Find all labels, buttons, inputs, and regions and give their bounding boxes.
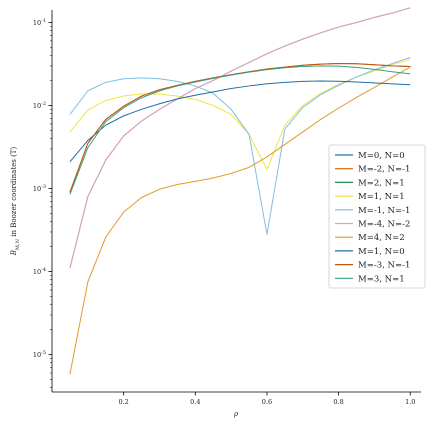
legend-box	[328, 144, 426, 289]
y-tick-label-exponent: -1	[41, 18, 46, 24]
legend-label: M=-3, N=-1	[358, 261, 410, 271]
series-line-5	[69, 7, 411, 269]
legend-label: M=2, N=1	[358, 178, 405, 188]
y-tick-label-exponent: -2	[41, 101, 46, 107]
x-tick-label: 0.8	[333, 398, 343, 406]
x-ticks: 0.2 0.4 0.6 0.8 1.0	[118, 392, 415, 406]
y-tick-label: 10-3	[33, 184, 46, 193]
y-tick-label-base: 10	[33, 268, 41, 276]
legend-label: M=3, N=1	[358, 274, 405, 284]
x-tick-label: 1.0	[405, 398, 415, 406]
legend-label: M=1, N=0	[358, 247, 405, 257]
legend-label: M=-4, N=-2	[358, 220, 410, 230]
x-tick-label: 0.2	[118, 398, 128, 406]
legend-label: M=-2, N=-1	[358, 165, 410, 175]
legend: M=0, N=0 M=-2, N=-1 M=2, N=1 M=1, N=1 M=-1, …	[328, 144, 426, 289]
legend-label: M=1, N=1	[358, 192, 405, 202]
y-tick-label: 10-1	[33, 18, 46, 27]
legend-label: M=4, N=2	[358, 233, 405, 243]
y-tick-label-base: 10	[33, 19, 41, 27]
y-ticks: 10-110-210-310-410-5	[33, 18, 52, 388]
y-tick-label-base: 10	[33, 185, 41, 193]
y-axis-label: BM,N in Boozer coordinates (T)	[10, 147, 21, 257]
legend-label: M=-1, N=-1	[358, 206, 410, 216]
y-axis-label-text: in Boozer coordinates (T)	[10, 147, 18, 239]
series-line-4	[69, 56, 411, 235]
series-line-7	[69, 80, 411, 163]
y-tick-label-exponent: -5	[41, 350, 46, 356]
series-lines	[69, 7, 411, 375]
x-tick-label: 0.4	[190, 398, 200, 406]
y-tick-label-base: 10	[33, 351, 41, 359]
axes	[51, 10, 421, 393]
legend-label: M=0, N=0	[358, 151, 405, 161]
x-axis-label: ρ	[233, 410, 239, 418]
y-tick-label: 10-2	[33, 101, 46, 110]
y-axis-label-subscript: M,N	[15, 238, 21, 250]
y-tick-label: 10-5	[33, 350, 46, 359]
y-tick-label-exponent: -4	[41, 267, 46, 273]
x-tick-label: 0.6	[262, 398, 272, 406]
series-line-6	[69, 66, 411, 375]
y-tick-label-exponent: -3	[41, 184, 46, 190]
y-axis-label-symbol: B	[10, 250, 18, 256]
y-tick-label-base: 10	[33, 102, 41, 110]
series-line-9	[69, 65, 411, 195]
y-tick-label: 10-4	[33, 267, 46, 276]
